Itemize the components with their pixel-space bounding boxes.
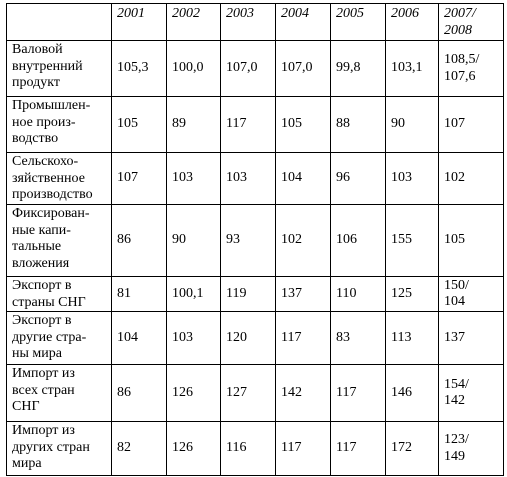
row-label: Экспорт в другие стра- ны мира: [6, 311, 112, 365]
row-label: Экспорт в страны СНГ: [6, 276, 112, 312]
year-header: 2003: [220, 3, 276, 41]
value-cell: 103,1: [385, 40, 439, 97]
value-cell: 117: [220, 96, 276, 153]
data-row: Экспорт в другие стра- ны мира 104 103 120 1…: [6, 311, 504, 365]
value-cell: 105: [275, 96, 331, 153]
table-body: 2001 2002 2003 2004 2005 2006 2007/ 2008 Валово…: [6, 3, 504, 476]
data-row: Сельскохо- зяйственное производство 107 10…: [6, 152, 504, 205]
year-header: 2004: [275, 3, 331, 41]
data-row: Валовой внутренний продукт 105,3 100,0 107,…: [6, 40, 504, 97]
row-label: Импорт из всех стран СНГ: [6, 364, 112, 422]
value-cell: 105: [111, 96, 167, 153]
row-label: Сельскохо- зяйственное производство: [6, 152, 112, 205]
value-cell: 117: [330, 364, 386, 422]
value-cell: 154/ 142: [438, 364, 504, 422]
data-table: 2001 2002 2003 2004 2005 2006 2007/ 2008 Валово…: [6, 3, 504, 476]
value-cell: 108,5/ 107,6: [438, 40, 504, 97]
row-label: Импорт из других стран мира: [6, 421, 112, 476]
value-cell: 82: [111, 421, 167, 476]
value-cell: 105: [438, 204, 504, 277]
value-cell: 107,0: [275, 40, 331, 97]
value-cell: 113: [385, 311, 439, 365]
year-header: 2002: [166, 3, 221, 41]
value-cell: 90: [166, 204, 221, 277]
row-label: Фиксирован- ные капи- тальные вложения: [6, 204, 112, 277]
data-row: Импорт из всех стран СНГ 86 126 127 142 117 14…: [6, 364, 504, 422]
header-row: 2001 2002 2003 2004 2005 2006 2007/ 2008: [6, 3, 504, 41]
corner-cell: [6, 3, 112, 41]
year-header: 2006: [385, 3, 439, 41]
value-cell: 89: [166, 96, 221, 153]
value-cell: 117: [275, 421, 331, 476]
row-label: Валовой внутренний продукт: [6, 40, 112, 97]
value-cell: 100,1: [166, 276, 221, 312]
value-cell: 155: [385, 204, 439, 277]
value-cell: 126: [166, 364, 221, 422]
value-cell: 107,0: [220, 40, 276, 97]
value-cell: 103: [166, 152, 221, 205]
value-cell: 117: [330, 421, 386, 476]
value-cell: 81: [111, 276, 167, 312]
value-cell: 102: [275, 204, 331, 277]
value-cell: 110: [330, 276, 386, 312]
data-row: Фиксирован- ные капи- тальные вложения 86…: [6, 204, 504, 277]
year-header: 2007/ 2008: [438, 3, 504, 41]
value-cell: 142: [275, 364, 331, 422]
value-cell: 137: [438, 311, 504, 365]
value-cell: 104: [275, 152, 331, 205]
value-cell: 127: [220, 364, 276, 422]
value-cell: 146: [385, 364, 439, 422]
value-cell: 102: [438, 152, 504, 205]
value-cell: 104: [111, 311, 167, 365]
value-cell: 86: [111, 204, 167, 277]
value-cell: 86: [111, 364, 167, 422]
year-header: 2001: [111, 3, 167, 41]
row-label: Промышлен- ное произ- водство: [6, 96, 112, 153]
value-cell: 172: [385, 421, 439, 476]
value-cell: 107: [111, 152, 167, 205]
value-cell: 88: [330, 96, 386, 153]
value-cell: 83: [330, 311, 386, 365]
value-cell: 150/ 104: [438, 276, 504, 312]
value-cell: 126: [166, 421, 221, 476]
value-cell: 106: [330, 204, 386, 277]
value-cell: 137: [275, 276, 331, 312]
data-row: Импорт из других стран мира 82 126 116 117 11…: [6, 421, 504, 476]
value-cell: 123/ 149: [438, 421, 504, 476]
value-cell: 116: [220, 421, 276, 476]
value-cell: 103: [220, 152, 276, 205]
value-cell: 105,3: [111, 40, 167, 97]
year-header: 2005: [330, 3, 386, 41]
value-cell: 100,0: [166, 40, 221, 97]
value-cell: 117: [275, 311, 331, 365]
value-cell: 120: [220, 311, 276, 365]
data-row: Промышлен- ное произ- водство 105 89 117 105…: [6, 96, 504, 153]
value-cell: 99,8: [330, 40, 386, 97]
value-cell: 103: [166, 311, 221, 365]
value-cell: 93: [220, 204, 276, 277]
value-cell: 103: [385, 152, 439, 205]
value-cell: 125: [385, 276, 439, 312]
data-row: Экспорт в страны СНГ 81 100,1 119 137 110 125 1…: [6, 276, 504, 312]
value-cell: 96: [330, 152, 386, 205]
value-cell: 107: [438, 96, 504, 153]
value-cell: 119: [220, 276, 276, 312]
value-cell: 90: [385, 96, 439, 153]
